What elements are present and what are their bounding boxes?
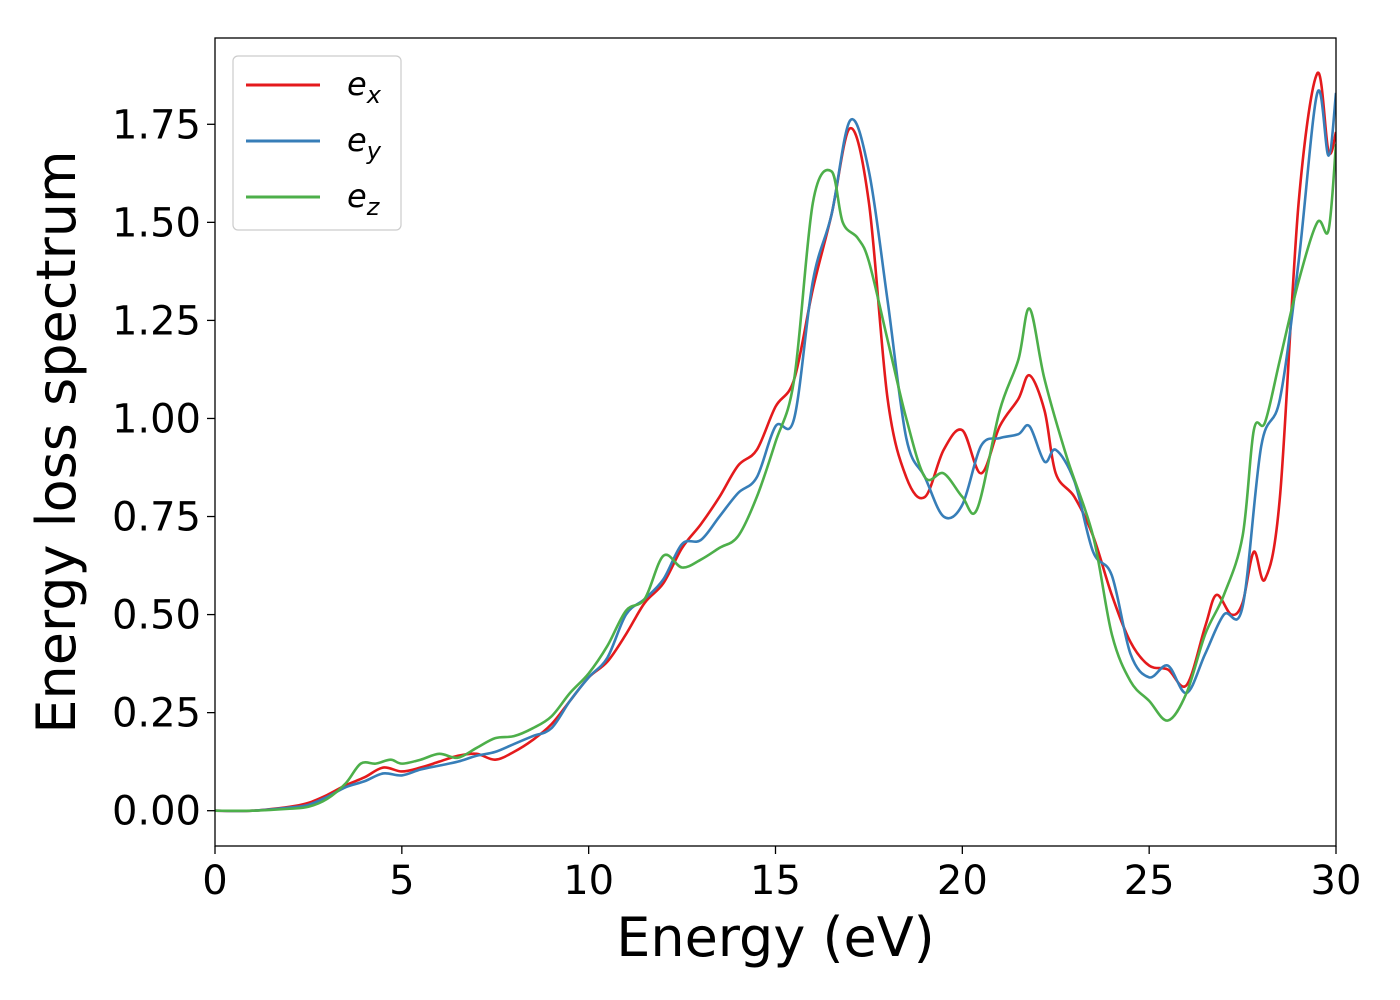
y-tick-label: 0.25 <box>112 691 201 737</box>
y-tick-label: 1.25 <box>112 298 201 344</box>
x-tick-label: 20 <box>937 858 988 904</box>
legend-label-x: ex <box>347 65 382 109</box>
y-tick-label: 1.75 <box>112 102 201 148</box>
x-axis-title: Energy (eV) <box>616 906 935 969</box>
series-layer <box>215 71 1336 813</box>
legend-label-y: ey <box>347 121 382 165</box>
series-line-y <box>215 89 1336 813</box>
series-line-z <box>215 143 1336 813</box>
legend-label-z: ez <box>347 177 381 221</box>
y-axis-title: Energy loss spectrum <box>25 150 88 733</box>
legend-box <box>232 55 402 231</box>
x-tick-label: 30 <box>1311 858 1362 904</box>
y-tick-label: 0.50 <box>112 593 201 639</box>
x-tick-label: 5 <box>389 858 414 904</box>
y-tick-label: 1.50 <box>112 200 201 246</box>
y-tick-label: 0.75 <box>112 495 201 541</box>
x-tick-label: 10 <box>563 858 614 904</box>
y-tick-label: 1.00 <box>112 396 201 442</box>
x-axis: 0 5 10 15 20 25 30 <box>202 846 1361 904</box>
y-axis: 0.00 0.25 0.50 0.75 1.00 1.25 1.50 1.75 <box>112 102 215 835</box>
series-line-x <box>215 71 1336 813</box>
legend: ex ey ez <box>232 55 402 231</box>
y-tick-label: 0.00 <box>112 789 201 835</box>
x-tick-label: 25 <box>1124 858 1175 904</box>
x-tick-label: 15 <box>750 858 801 904</box>
x-tick-label: 0 <box>202 858 227 904</box>
